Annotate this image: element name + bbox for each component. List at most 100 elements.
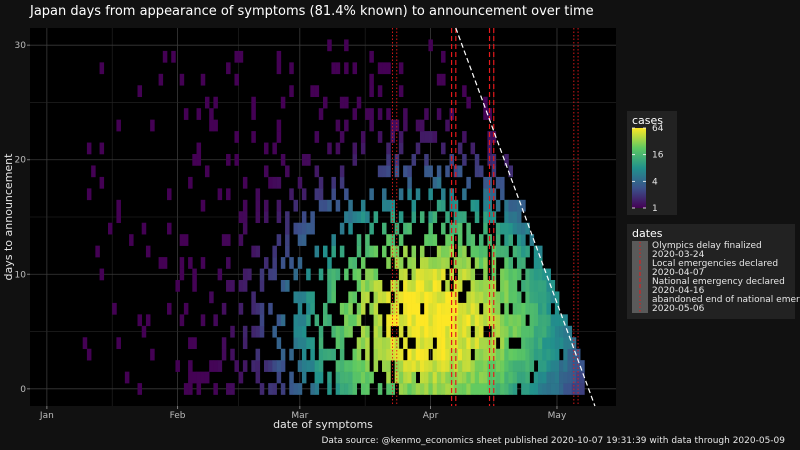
heatmap-cell (398, 371, 404, 384)
heatmap-cell (386, 154, 391, 166)
dates-legend-title: dates (632, 227, 663, 240)
heatmap-cell (386, 348, 391, 361)
heatmap-cell (242, 325, 248, 338)
heatmap-cell (183, 302, 189, 315)
heatmap-cell (221, 302, 227, 315)
heatmap-cell (373, 348, 379, 361)
heatmap-cell (327, 257, 332, 269)
heatmap-cell (394, 165, 400, 178)
heatmap-cell (403, 119, 408, 132)
heatmap-cell (508, 211, 514, 224)
heatmap-cell (466, 383, 471, 395)
heatmap-cell (546, 291, 551, 304)
heatmap-cell (238, 280, 244, 292)
heatmap-cell (483, 314, 488, 327)
heatmap-cell (356, 234, 362, 246)
heatmap-cell (276, 314, 282, 327)
heatmap-cell (407, 314, 412, 327)
heatmap-cell (407, 302, 412, 315)
heatmap-cell (360, 257, 366, 269)
heatmap-cell (441, 383, 446, 395)
heatmap-cell (403, 245, 408, 258)
heatmap-cell (377, 280, 383, 292)
dates-legend-date: 2020-04-07 (652, 268, 704, 278)
heatmap-cell (445, 360, 450, 372)
heatmap-cell (179, 268, 185, 281)
heatmap-cell (394, 360, 400, 372)
heatmap-cell (390, 314, 395, 327)
heatmap-cell (516, 199, 522, 212)
heatmap-cell (344, 268, 349, 281)
heatmap-cell (411, 268, 417, 281)
heatmap-cell (504, 222, 509, 235)
heatmap-cell (445, 337, 450, 350)
heatmap-cell (504, 280, 509, 292)
heatmap-cell (453, 371, 459, 384)
heatmap-cell (179, 257, 185, 269)
heatmap-cell (327, 291, 332, 304)
heatmap-cell (538, 257, 543, 269)
heatmap-cell (516, 371, 522, 384)
heatmap-cell (242, 199, 248, 212)
heatmap-cell (495, 383, 501, 395)
heatmap-cell (546, 314, 551, 327)
heatmap-cell (213, 383, 218, 395)
heatmap-cell (504, 383, 509, 395)
heatmap-cell (377, 291, 383, 304)
heatmap-cell (411, 291, 417, 304)
heatmap-cell (188, 257, 193, 269)
dates-legend-entries: Olympics delay finalized2020-03-24Local … (652, 241, 800, 314)
heatmap-cell (470, 314, 476, 327)
heatmap-cell (327, 383, 332, 395)
heatmap-cell (474, 280, 480, 292)
heatmap-cell (483, 280, 488, 292)
heatmap-cell (478, 371, 484, 384)
heatmap-cell (276, 176, 282, 189)
heatmap-cell (339, 165, 345, 178)
heatmap-cell (369, 302, 374, 315)
heatmap-cell (348, 314, 353, 327)
heatmap-cell (327, 39, 332, 52)
heatmap-cell (339, 383, 345, 395)
heatmap-cell (285, 165, 290, 178)
dates-legend-date: 2020-03-24 (652, 250, 705, 260)
heatmap-cell (301, 234, 307, 246)
heatmap-cell (500, 188, 505, 201)
heatmap-cell (86, 348, 92, 361)
heatmap-cell (525, 268, 530, 281)
heatmap-cell (369, 222, 374, 235)
heatmap-cell (234, 50, 239, 63)
dates-legend-label: abandoned end of national emergency (652, 295, 800, 305)
heatmap-cell (209, 360, 214, 372)
heatmap-cell (554, 337, 560, 350)
heatmap-cell (339, 371, 345, 384)
heatmap-cell (550, 348, 556, 361)
heatmap-cell (242, 211, 248, 224)
heatmap-cell (242, 176, 248, 189)
heatmap-cell (297, 234, 303, 246)
heatmap-cell (272, 360, 277, 372)
heatmap-cell (209, 119, 214, 132)
heatmap-cell (365, 360, 370, 372)
heatmap-cell (280, 257, 286, 269)
heatmap-cell (335, 119, 341, 132)
heatmap-cell (310, 302, 315, 315)
heatmap-cell (268, 302, 273, 315)
heatmap-cell (323, 199, 328, 212)
heatmap-cell (293, 383, 299, 395)
heatmap-cell (512, 348, 518, 361)
heatmap-cell (495, 222, 501, 235)
heatmap-cell (365, 234, 370, 246)
heatmap-cell (327, 371, 332, 384)
heatmap-cell (411, 314, 417, 327)
heatmap-cell (238, 371, 244, 384)
heatmap-cell (339, 96, 345, 109)
heatmap-cell (567, 383, 573, 395)
heatmap-cell (457, 222, 463, 235)
heatmap-cell (297, 302, 303, 315)
heatmap-cell (293, 199, 299, 212)
heatmap-cell (546, 337, 551, 350)
heatmap-cell (554, 371, 560, 384)
heatmap-cell (483, 302, 488, 315)
heatmap-cell (432, 268, 438, 281)
